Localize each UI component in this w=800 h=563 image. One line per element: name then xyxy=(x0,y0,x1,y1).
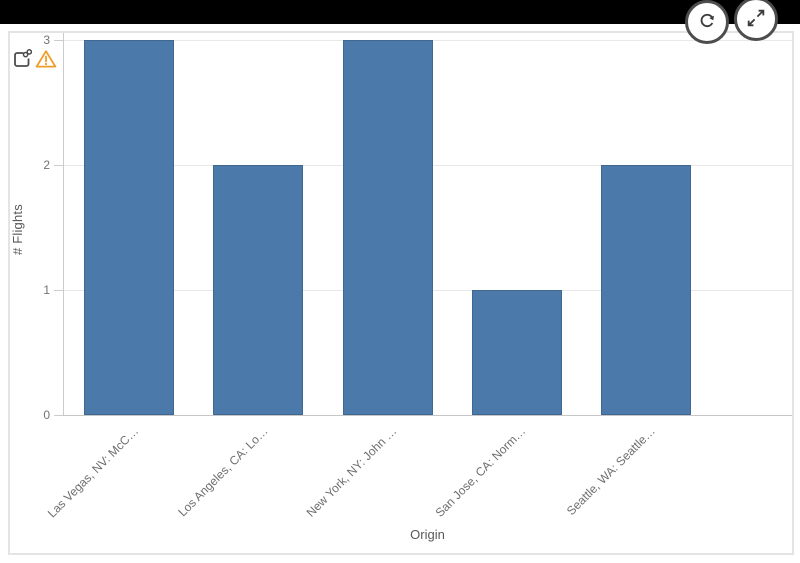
x-axis-category-label[interactable]: New York, NY: John … xyxy=(303,424,400,520)
panel-status-icons xyxy=(12,49,57,74)
x-axis-title: Origin xyxy=(410,527,445,542)
y-tick-label: 0 xyxy=(43,408,50,422)
bar-chart: # Flights Origin 0 1 2 3 Las Vegas, NV: McC…… xyxy=(10,33,792,553)
y-tick-label: 1 xyxy=(43,283,50,297)
x-axis-category-label[interactable]: San Jose, CA: Norm… xyxy=(432,424,529,520)
warning-triangle-icon[interactable] xyxy=(35,49,57,74)
y-tick-label: 2 xyxy=(43,158,50,172)
y-axis-line xyxy=(63,33,64,415)
y-tick-mark xyxy=(54,415,63,416)
x-axis-line xyxy=(63,415,792,416)
linked-object-icon xyxy=(12,49,33,74)
y-tick-mark xyxy=(54,165,63,166)
refresh-button[interactable] xyxy=(685,0,729,44)
y-axis-title: # Flights xyxy=(10,204,25,256)
bar[interactable] xyxy=(84,40,174,415)
y-tick-mark xyxy=(54,40,63,41)
refresh-icon xyxy=(696,10,718,35)
bar[interactable] xyxy=(471,290,562,415)
bar[interactable] xyxy=(213,165,304,415)
expand-button[interactable] xyxy=(734,0,778,41)
chart-panel: # Flights Origin 0 1 2 3 Las Vegas, NV: McC…… xyxy=(8,31,794,555)
expand-arrows-icon xyxy=(745,7,767,32)
bar[interactable] xyxy=(342,40,433,415)
y-tick-label: 3 xyxy=(43,33,50,47)
top-black-bar xyxy=(0,0,800,24)
x-axis-category-label[interactable]: Las Vegas, NV: McC… xyxy=(44,424,141,521)
x-axis-category-label[interactable]: Seattle, WA: Seattle… xyxy=(563,424,658,519)
y-tick-mark xyxy=(54,290,63,291)
x-axis-category-label[interactable]: Los Angeles, CA: Lo… xyxy=(174,424,271,520)
bar[interactable] xyxy=(601,165,691,415)
